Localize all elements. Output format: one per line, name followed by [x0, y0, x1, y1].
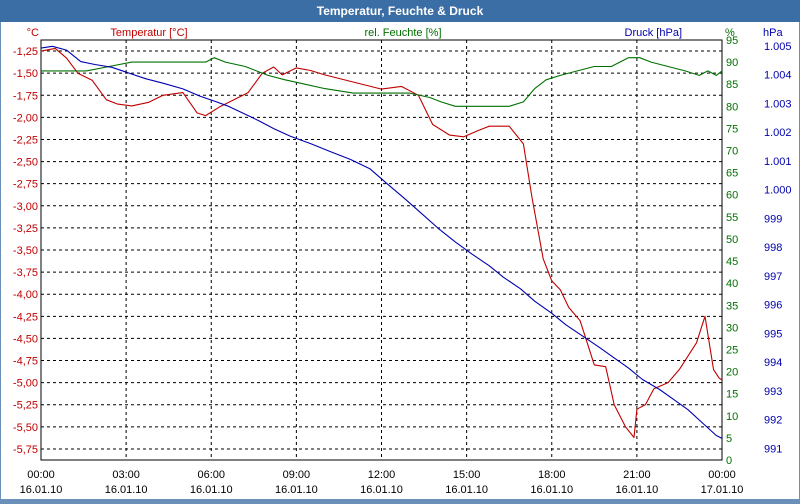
x-tick-time-label: 09:00: [283, 469, 311, 481]
x-tick-date-label: 16.01.10: [275, 484, 318, 496]
x-tick-time-label: 03:00: [112, 469, 140, 481]
temperature-tick-label: -4,50: [13, 333, 38, 345]
x-tick-date-label: 16.01.10: [20, 484, 63, 496]
chart-svg: -1,25 -1,50 -1,75 -2,00 -2,25 -2,50 -2,75 -3,00…: [13, 27, 792, 496]
humidity-tick-label: 40: [726, 278, 738, 290]
pressure-tick-label: 1.002: [764, 127, 792, 139]
pressure-tick-label: 997: [764, 271, 782, 283]
temperature-series-line: [40, 47, 723, 439]
chart-area: -1,25 -1,50 -1,75 -2,00 -2,25 -2,50 -2,75 -3,00…: [1, 22, 799, 499]
x-tick-date-label: 16.01.10: [360, 484, 403, 496]
temperature-tick-label: -4,25: [13, 311, 38, 323]
temperature-tick-label: -3,75: [13, 267, 38, 279]
x-tick-time-label: 18:00: [538, 469, 566, 481]
pressure-axis-label: Druck [hPa]: [625, 27, 682, 39]
humidity-tick-label: 95: [726, 35, 738, 47]
humidity-tick-label: 10: [726, 411, 738, 423]
pressure-tick-label: 993: [764, 386, 782, 398]
humidity-tick-label: 65: [726, 168, 738, 180]
temperature-tick-label: -2,50: [13, 157, 38, 169]
temperature-tick-label: -3,00: [13, 201, 38, 213]
x-tick-date-label: 16.01.10: [190, 484, 233, 496]
temperature-tick-label: -1,75: [13, 90, 38, 102]
humidity-tick-label: 90: [726, 57, 738, 69]
temperature-tick-label: -3,25: [13, 223, 38, 235]
temperature-tick-label: -4,00: [13, 289, 38, 301]
x-tick-time-label: 21:00: [623, 469, 651, 481]
humidity-tick-label: 25: [726, 344, 738, 356]
pressure-tick-label: 1.003: [764, 98, 792, 110]
x-tick-date-label: 17.01.10: [701, 484, 744, 496]
temperature-tick-label: -5,50: [13, 422, 38, 434]
pressure-tick-label: 995: [764, 328, 782, 340]
temperature-tick-label: -5,00: [13, 378, 38, 390]
humidity-tick-label: 85: [726, 79, 738, 91]
pressure-tick-label: 998: [764, 242, 782, 254]
x-tick-time-label: 00:00: [708, 469, 736, 481]
humidity-unit-label: %: [725, 27, 735, 39]
humidity-tick-label: 45: [726, 256, 738, 268]
temperature-tick-label: -1,25: [13, 46, 38, 58]
pressure-unit-label: hPa: [763, 27, 783, 39]
humidity-tick-label: 20: [726, 367, 738, 379]
x-tick-time-label: 15:00: [453, 469, 481, 481]
humidity-tick-label: 15: [726, 389, 738, 401]
humidity-axis-label: rel. Feuchte [%]: [364, 27, 441, 39]
x-tick-date-label: 16.01.10: [530, 484, 573, 496]
temperature-tick-label: -3,50: [13, 245, 38, 257]
humidity-tick-label: 5: [726, 433, 732, 445]
temperature-tick-label: -4,75: [13, 356, 38, 368]
humidity-series-line: [41, 57, 723, 107]
humidity-tick-label: 0: [726, 455, 732, 467]
pressure-tick-label: 999: [764, 213, 782, 225]
x-tick-time-label: 00:00: [27, 469, 55, 481]
temperature-tick-label: -5,75: [13, 444, 38, 456]
humidity-tick-label: 60: [726, 190, 738, 202]
pressure-tick-label: 1.004: [764, 70, 792, 82]
x-tick-time-label: 12:00: [368, 469, 396, 481]
temperature-unit-label: °C: [27, 27, 39, 39]
temperature-tick-label: -2,00: [13, 112, 38, 124]
humidity-tick-label: 30: [726, 322, 738, 334]
temperature-tick-label: -2,75: [13, 179, 38, 191]
temperature-tick-label: -2,25: [13, 134, 38, 146]
temperature-axis-label: Temperatur [°C]: [110, 27, 187, 39]
x-tick-date-label: 16.01.10: [615, 484, 658, 496]
temperature-tick-label: -5,25: [13, 400, 38, 412]
pressure-tick-label: 1.005: [764, 41, 792, 53]
humidity-tick-label: 70: [726, 146, 738, 158]
humidity-tick-label: 80: [726, 101, 738, 113]
x-tick-time-label: 06:00: [197, 469, 225, 481]
pressure-tick-label: 994: [764, 357, 782, 369]
temperature-tick-label: -1,50: [13, 68, 38, 80]
pressure-tick-label: 992: [764, 415, 782, 427]
x-tick-date-label: 16.01.10: [105, 484, 148, 496]
humidity-tick-label: 50: [726, 234, 738, 246]
humidity-tick-label: 35: [726, 300, 738, 312]
pressure-tick-label: 991: [764, 443, 782, 455]
pressure-series-line: [40, 45, 723, 439]
pressure-tick-label: 1.001: [764, 156, 792, 168]
humidity-tick-label: 75: [726, 123, 738, 135]
humidity-tick-label: 55: [726, 212, 738, 224]
pressure-tick-label: 1.000: [764, 185, 792, 197]
window-title: Temperatur, Feuchte & Druck: [0, 0, 800, 22]
x-tick-date-label: 16.01.10: [445, 484, 488, 496]
pressure-tick-label: 996: [764, 300, 782, 312]
